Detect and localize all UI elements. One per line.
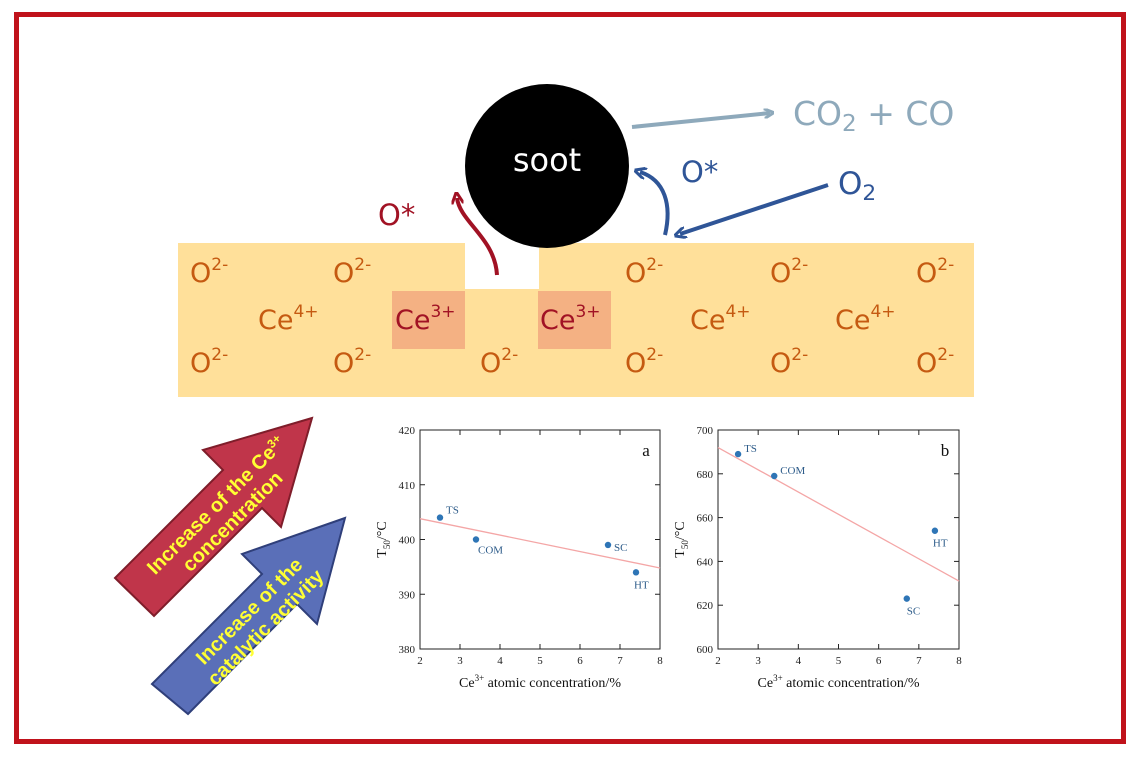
ion-o: O2- bbox=[916, 345, 955, 380]
ce3-site-left bbox=[392, 291, 465, 349]
outer-frame bbox=[14, 12, 1126, 744]
x-tick-label: 4 bbox=[796, 655, 802, 667]
x-tick-label: 3 bbox=[755, 655, 761, 667]
o-star-left-label: O* bbox=[378, 198, 416, 232]
y-tick-label: 680 bbox=[697, 469, 714, 481]
o-star-left-arrow bbox=[457, 198, 499, 276]
x-axis-label: Ce3+ atomic concentration/% bbox=[758, 673, 920, 691]
ion-o: O2- bbox=[916, 255, 955, 290]
oxygen-label: O2 bbox=[838, 166, 877, 206]
data-point-ts bbox=[734, 450, 742, 458]
y-tick-label: 700 bbox=[697, 425, 714, 437]
data-point-ht bbox=[931, 527, 939, 534]
ion-o: O2- bbox=[190, 345, 229, 380]
point-label-ts: TS bbox=[446, 505, 459, 517]
o-star-right-label: O* bbox=[681, 155, 719, 189]
x-tick-label: 2 bbox=[417, 655, 423, 667]
ion-ce4: Ce4+ bbox=[835, 302, 896, 337]
y-axis-label: T50/°C bbox=[673, 521, 690, 557]
soot-particle bbox=[465, 84, 629, 248]
oxygen-arrow bbox=[680, 183, 829, 234]
point-label-ht: HT bbox=[634, 579, 649, 591]
x-tick-label: 6 bbox=[577, 655, 583, 667]
y-tick-label: 400 bbox=[399, 535, 416, 547]
ion-o: O2- bbox=[190, 255, 229, 290]
x-tick-label: 7 bbox=[617, 655, 623, 667]
data-point-sc bbox=[604, 541, 612, 549]
point-label-ts: TS bbox=[744, 443, 757, 455]
ion-o: O2- bbox=[625, 345, 664, 380]
data-point-ts bbox=[436, 514, 444, 521]
plot-frame bbox=[419, 429, 661, 650]
o-star-right-arrow bbox=[640, 172, 670, 236]
ce-concentration-arrow bbox=[113, 416, 314, 618]
soot-label: soot bbox=[512, 141, 582, 179]
ion-o: O2- bbox=[333, 255, 372, 290]
y-tick-label: 660 bbox=[697, 513, 714, 525]
x-tick-label: 5 bbox=[537, 655, 543, 667]
y-tick-label: 600 bbox=[697, 644, 714, 656]
data-point-com bbox=[771, 472, 778, 480]
ion-o: O2- bbox=[480, 345, 519, 380]
panel-label: b bbox=[941, 441, 950, 460]
x-tick-label: 8 bbox=[956, 655, 962, 667]
x-tick-label: 5 bbox=[836, 655, 842, 667]
products-arrow bbox=[631, 113, 770, 129]
fit-line bbox=[419, 518, 661, 569]
y-tick-label: 640 bbox=[697, 556, 714, 568]
x-tick-label: 3 bbox=[457, 655, 463, 667]
y-tick-label: 420 bbox=[399, 425, 416, 437]
ion-o: O2- bbox=[770, 255, 809, 290]
x-tick-label: 4 bbox=[497, 655, 503, 667]
y-tick-label: 390 bbox=[399, 589, 416, 601]
plot-frame bbox=[717, 429, 960, 650]
ce3-site-right bbox=[538, 291, 611, 349]
chart-b: 2 3 4 5 6 7 8 600 620 640 660 680 700 TS COM SC HT b Ce3+ … bbox=[673, 425, 962, 691]
chart-a: 2 3 4 5 6 7 8 380 390 400 410 420 TS COM SC HT a Ce3+ ato… bbox=[375, 425, 663, 691]
point-label-sc: SC bbox=[614, 542, 627, 554]
panel-label: a bbox=[642, 441, 650, 460]
data-point-com bbox=[472, 536, 480, 543]
point-label-ht: HT bbox=[933, 538, 948, 550]
ion-ce4: Ce4+ bbox=[690, 302, 751, 337]
x-tick-label: 7 bbox=[916, 655, 922, 667]
ion-o: O2- bbox=[770, 345, 809, 380]
point-label-com: COM bbox=[478, 545, 503, 557]
ion-o: O2- bbox=[625, 255, 664, 290]
data-point-sc bbox=[903, 595, 910, 602]
y-tick-label: 410 bbox=[399, 480, 416, 492]
data-point-ht bbox=[632, 569, 640, 576]
point-label-com: COM bbox=[780, 465, 805, 477]
point-label-sc: SC bbox=[907, 606, 920, 618]
oxygen-vacancy bbox=[465, 243, 539, 289]
x-tick-label: 6 bbox=[876, 655, 882, 667]
x-tick-label: 2 bbox=[715, 655, 721, 667]
ion-ce4: Ce4+ bbox=[258, 302, 319, 337]
y-tick-label: 380 bbox=[399, 644, 416, 656]
products-label: CO2 + CO bbox=[793, 94, 955, 137]
ion-ce3: Ce3+ bbox=[540, 302, 601, 337]
ion-ce3: Ce3+ bbox=[395, 302, 456, 337]
fit-line bbox=[717, 446, 960, 582]
x-axis-label: Ce3+ atomic concentration/% bbox=[459, 673, 621, 691]
y-tick-label: 620 bbox=[697, 600, 714, 612]
y-axis-label: T50/°C bbox=[375, 521, 392, 557]
x-tick-label: 8 bbox=[657, 655, 663, 667]
ion-o: O2- bbox=[333, 345, 372, 380]
catalytic-activity-arrow bbox=[150, 516, 347, 716]
